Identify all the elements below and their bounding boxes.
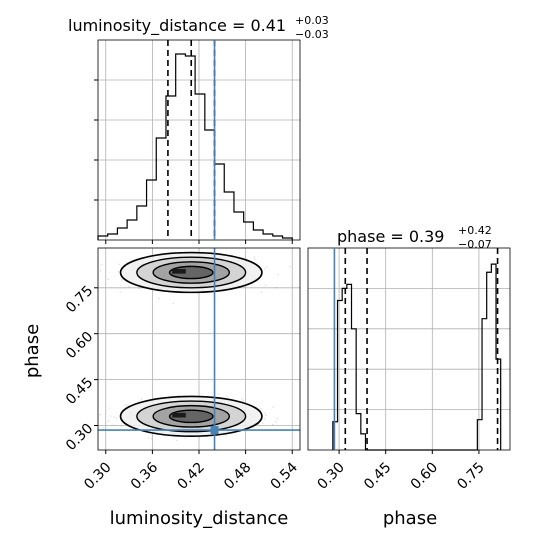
x-tick-label-ld-4: 0.54 <box>268 459 301 492</box>
scatter-point <box>107 420 110 422</box>
scatter-point <box>263 418 266 420</box>
x-tick-label-ph-2: 0.60 <box>408 460 441 493</box>
x-tick-label-ph-1: 0.45 <box>361 460 394 493</box>
x-tick-labels-luminosity-distance: 0.30 0.36 0.42 0.48 0.54 <box>81 459 301 492</box>
scatter-point <box>275 421 277 423</box>
scatter-point <box>176 439 178 442</box>
x-tick-label-ld-0: 0.30 <box>81 460 114 493</box>
x-tick-labels-phase: 0.30 0.45 0.60 0.75 <box>315 460 488 493</box>
truth-marker-joint <box>210 426 219 435</box>
scatter-point <box>147 437 150 439</box>
title-luminosity-distance-plus: +0.03 <box>295 14 329 27</box>
scatter-point <box>254 258 256 261</box>
scatter-point <box>113 416 115 418</box>
x-tick-label-ld-3: 0.48 <box>221 460 254 493</box>
scatter-point <box>272 406 275 408</box>
scatter-point <box>120 425 123 428</box>
joint-panel <box>94 247 301 454</box>
x-axis-label-phase: phase <box>383 508 437 529</box>
contour-core-mode1 <box>172 412 186 418</box>
title-phase-main: phase = 0.39 <box>337 227 444 246</box>
scatter-point <box>217 393 219 395</box>
scatter-point <box>112 424 115 427</box>
contours <box>119 251 263 438</box>
scatter-point <box>118 263 121 266</box>
scatter-point <box>121 279 123 281</box>
ticks-hist-phase <box>338 450 480 454</box>
ticks-hist-luminosity-distance <box>94 79 293 244</box>
scatter-point <box>277 273 279 276</box>
scatter-point <box>275 286 278 289</box>
y-tick-label-ph-2: 0.60 <box>63 329 96 362</box>
scatter-point <box>108 407 111 409</box>
y-tick-label-ph-0: 0.30 <box>63 421 96 454</box>
scatter-point <box>260 291 263 293</box>
scatter-point <box>265 414 267 417</box>
scatter-point <box>225 434 227 437</box>
x-tick-label-ph-3: 0.75 <box>454 460 487 493</box>
scatter-point <box>265 266 268 269</box>
y-tick-label-ph-1: 0.45 <box>63 375 96 408</box>
y-tick-labels-phase: 0.30 0.45 0.60 0.75 <box>63 283 96 454</box>
scatter-point <box>115 417 118 420</box>
scatter-point <box>226 395 228 398</box>
scatter-point <box>140 398 143 401</box>
scatter-point <box>260 407 262 410</box>
scatter-point <box>128 285 130 288</box>
scatter-point <box>289 265 291 268</box>
title-luminosity-distance-main: luminosity_distance = 0.41 <box>68 16 286 36</box>
title-phase: phase = 0.39 <box>337 227 444 246</box>
grid-hist-luminosity-distance <box>98 40 300 240</box>
x-tick-label-ld-2: 0.42 <box>174 460 207 493</box>
scatter-point <box>150 438 153 440</box>
scatter-point <box>101 263 103 266</box>
grid-hist-phase <box>308 248 510 450</box>
title-luminosity-distance: luminosity_distance = 0.41 <box>68 16 286 36</box>
scatter-point <box>184 437 187 440</box>
x-tick-label-ld-1: 0.36 <box>128 459 161 492</box>
truth-lines-joint <box>98 248 300 450</box>
scatter-point <box>264 284 267 287</box>
x-tick-label-ph-0: 0.30 <box>315 460 348 493</box>
histogram-panel-luminosity-distance: luminosity_distance = 0.41 +0.03 −0.03 <box>68 14 329 244</box>
scatter-point <box>276 417 279 420</box>
histogram-luminosity-distance <box>97 53 293 240</box>
scatter-point <box>158 297 160 300</box>
scatter-point <box>110 415 112 417</box>
scatter-point <box>241 398 243 400</box>
scatter-point <box>99 269 102 272</box>
title-phase-minus: −0.07 <box>458 238 492 251</box>
scatter-point <box>99 413 101 416</box>
scatter-point <box>125 404 127 406</box>
scatter-point <box>138 287 141 290</box>
title-luminosity-distance-minus: −0.03 <box>295 28 329 41</box>
scatter-point <box>264 412 266 415</box>
y-tick-label-ph-3: 0.75 <box>63 283 96 316</box>
y-axis-label-phase: phase <box>22 324 43 378</box>
scatter-point <box>253 256 256 258</box>
scatter-point <box>107 278 110 281</box>
histogram-phase <box>332 263 502 451</box>
scatter-point <box>272 423 274 426</box>
histogram-panel-phase: phase = 0.39 +0.42 −0.07 <box>307 224 511 454</box>
scatter-point <box>118 271 120 273</box>
quantile-lines-luminosity-distance <box>167 40 216 240</box>
scatter-point <box>242 399 245 402</box>
scatter-point <box>172 302 175 305</box>
scatter-point <box>119 291 122 293</box>
title-phase-plus: +0.42 <box>458 224 492 237</box>
contour-core-mode0 <box>172 269 186 274</box>
scatter-point <box>154 397 156 399</box>
ticks-joint <box>94 287 293 454</box>
scatter-point <box>263 268 266 270</box>
x-axis-label-luminosity-distance: luminosity_distance <box>110 508 289 529</box>
scatter-point <box>261 422 264 425</box>
quantile-lines-phase <box>344 248 499 450</box>
